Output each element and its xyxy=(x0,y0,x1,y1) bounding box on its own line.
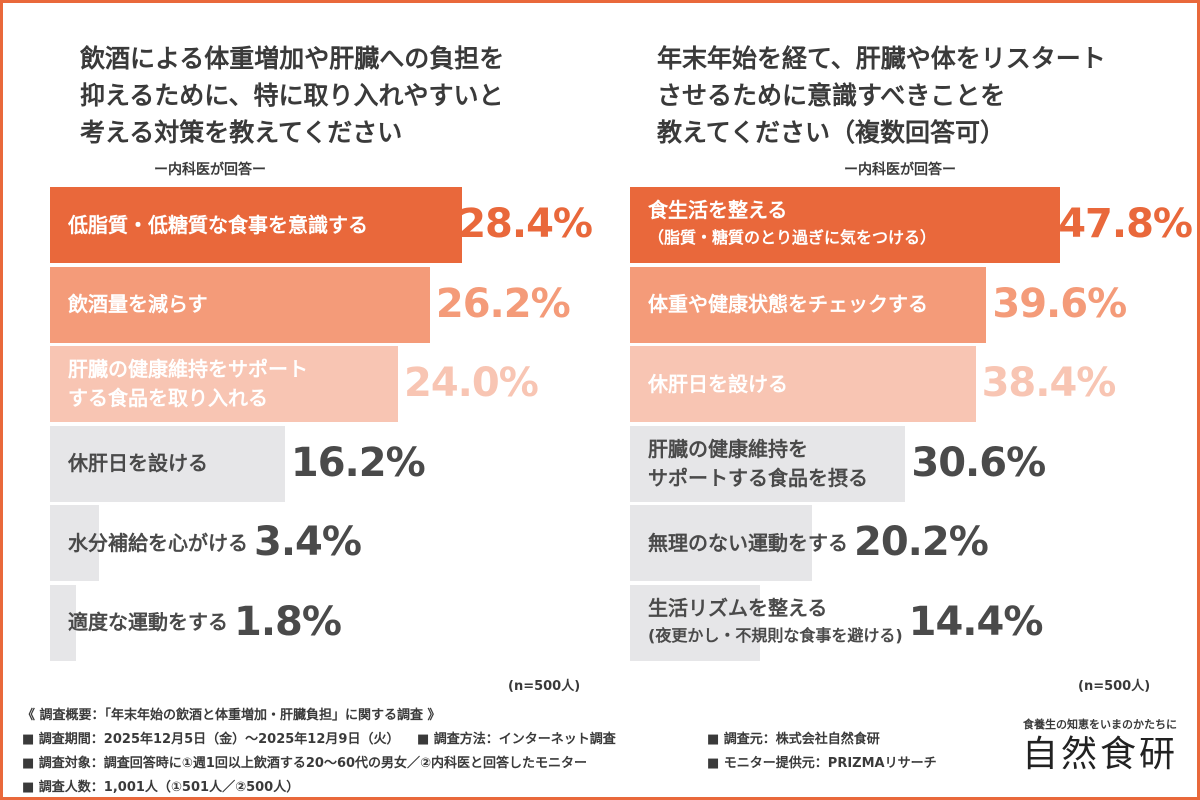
bar xyxy=(50,425,285,502)
bar-value-label: 16.2% xyxy=(290,439,426,486)
brand-tagline: 食養生の知恵をいまのかたちに xyxy=(1023,718,1177,731)
survey-summary: 《 調査概要：「年末年始の飲酒と体重増加・肝臓負担」に関する調査 》 ■ 調査期… xyxy=(22,704,1002,800)
left-sample-size: (n=500人) xyxy=(508,679,581,694)
bar-value-label: 14.4% xyxy=(908,598,1044,645)
bar xyxy=(630,425,906,502)
bar xyxy=(630,266,987,343)
left-bar-chart: 低脂質・低糖質な食事を意識する 28.4% 飲酒量を減らす 26.2% 肝臓の健康維持を… xyxy=(0,0,600,690)
survey-period: ■ 調査期間：2025年12月5日（金）〜2025年12月9日（火） xyxy=(22,732,400,747)
bar-value-label: 30.6% xyxy=(911,439,1046,486)
right-chart-title: 年末年始を経て、肝臓や体をリスタート させるために意識すべきことを 教えてくださ… xyxy=(657,44,1106,147)
bar xyxy=(630,584,760,661)
bar-value-label: 20.2% xyxy=(854,519,989,565)
bar-value-label: 47.8% xyxy=(1058,201,1193,247)
bar-label: 体重や健康状態をチェックする xyxy=(648,292,928,316)
left-chart-panel: 飲酒による体重増加や肝臓への負担を 抑えるために、特に取り入れやすいと 考える対… xyxy=(0,0,600,694)
bar-label: 無理のない運動をする xyxy=(648,530,848,555)
left-chart-subtitle: ー内科医が回答ー xyxy=(154,162,266,178)
bar-value-label: 28.4% xyxy=(458,201,593,247)
bar-label: 生活リズムを整える (夜更かし・不規則な食事を避ける) xyxy=(648,595,903,645)
survey-heading: 《 調査概要：「年末年始の飲酒と体重増加・肝臓負担」に関する調査 》 xyxy=(22,708,441,723)
right-chart-panel: 年末年始を経て、肝臓や体をリスタート させるために意識すべきことを 教えてくださ… xyxy=(600,0,1200,694)
bar-label: 飲酒量を減らす xyxy=(68,292,208,316)
bar-value-label: 39.6% xyxy=(992,280,1127,327)
bar-label: 低脂質・低糖質な食事を意識する xyxy=(68,212,368,237)
right-bar-chart: 食生活を整える （脂質・糖質のとり過ぎに気をつける） 47.8% 体重や健康状態をチェ… xyxy=(600,0,1200,690)
bar-label: 適度な運動をする xyxy=(68,610,228,634)
bar-value-label: 26.2% xyxy=(435,280,571,327)
bar xyxy=(50,584,77,661)
brand-logo: 自然食研 xyxy=(1021,734,1178,775)
bar xyxy=(630,187,1061,263)
survey-method: ■ 調査方法：インターネット調査 xyxy=(417,732,616,747)
survey-target: ■ 調査対象：調査回答時に①週1回以上飲酒する20〜60代の男女／②内科医と回答… xyxy=(22,756,588,771)
bar-value-label: 3.4% xyxy=(254,519,362,565)
right-chart-subtitle: ー内科医が回答ー xyxy=(844,162,956,178)
bar-value-label: 24.0% xyxy=(404,360,539,406)
survey-provider: ■ モニター提供元：PRIZMAリサーチ xyxy=(707,756,937,771)
left-chart-title: 飲酒による体重増加や肝臓への負担を 抑えるために、特に取り入れやすいと 考える対… xyxy=(80,44,505,147)
bar xyxy=(50,346,398,422)
bar-value-label: 38.4% xyxy=(981,360,1117,406)
right-sample-size: (n=500人) xyxy=(1078,679,1151,694)
bar xyxy=(630,505,812,581)
bar-label: 肝臓の健康維持をサポート する食品を取り入れる xyxy=(68,357,308,410)
brand-block: 食養生の知恵をいまのかたちに 自然食研 xyxy=(1010,716,1190,778)
bar xyxy=(50,187,462,263)
bar-label: 休肝日を設ける xyxy=(648,371,788,396)
bar-label: 肝臓の健康維持を サポートする食品を摂る xyxy=(648,436,868,490)
bar-label: 食生活を整える （脂質・糖質のとり過ぎに気をつける） xyxy=(648,198,937,247)
bar xyxy=(50,266,430,343)
bar xyxy=(630,346,976,422)
survey-count: ■ 調査人数：1,001人（①501人／②500人） xyxy=(22,780,300,795)
bar-label: 休肝日を設ける xyxy=(68,451,208,475)
bar-value-label: 1.8% xyxy=(234,598,342,645)
bar xyxy=(50,505,100,581)
bar-label: 水分補給を心がける xyxy=(68,530,248,555)
survey-source: ■ 調査元：株式会社自然食研 xyxy=(707,732,880,747)
